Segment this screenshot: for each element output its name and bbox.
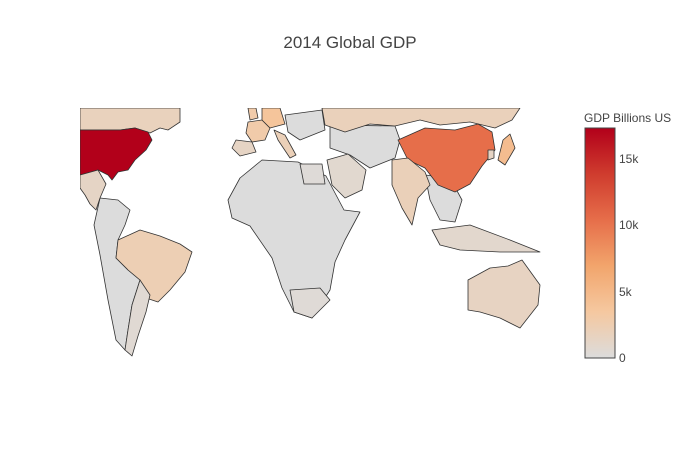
colorbar-tick-5k: 5k xyxy=(619,284,632,299)
region-brazil[interactable] xyxy=(115,229,193,303)
region-central-asia[interactable] xyxy=(329,124,401,169)
colorbar-title: GDP Billions US xyxy=(584,111,672,125)
region-south-korea[interactable] xyxy=(487,149,495,161)
region-saudi-arabia[interactable] xyxy=(326,153,367,199)
region-argentina[interactable] xyxy=(124,279,151,357)
region-south-africa[interactable] xyxy=(289,287,331,319)
region-japan[interactable] xyxy=(497,133,516,166)
region-mexico[interactable] xyxy=(80,169,107,211)
region-indonesia[interactable] xyxy=(431,224,541,253)
region-africa[interactable] xyxy=(227,159,361,319)
region-spain[interactable] xyxy=(231,139,257,157)
colorbar-tick-0: 0 xyxy=(619,351,626,365)
region-germany[interactable] xyxy=(261,108,286,129)
region-china[interactable] xyxy=(397,123,496,193)
region-australia[interactable] xyxy=(467,259,541,329)
colorbar-tick-15k: 15k xyxy=(619,151,639,166)
region-india[interactable] xyxy=(391,157,431,226)
region-italy[interactable] xyxy=(273,129,297,159)
colorbar xyxy=(584,127,616,359)
colorbar-tick-10k: 10k xyxy=(619,218,639,233)
region-russia[interactable] xyxy=(321,108,521,133)
region-eastern-europe[interactable] xyxy=(284,109,326,141)
region-egypt[interactable] xyxy=(299,163,326,185)
region-united-states[interactable] xyxy=(80,127,153,181)
map-title: 2014 Global GDP xyxy=(283,33,417,52)
region-united-kingdom[interactable] xyxy=(247,108,259,121)
